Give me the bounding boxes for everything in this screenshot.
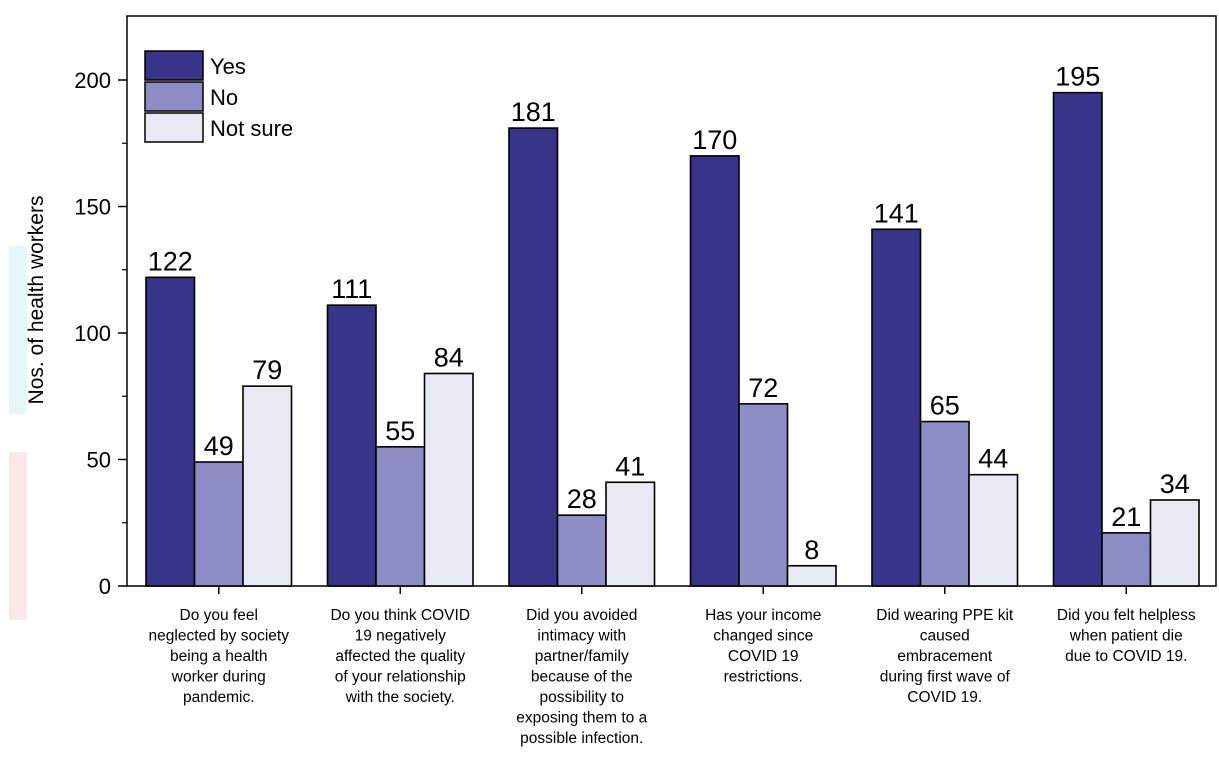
- x-category-label-5: Did wearing PPE kit caused embracement duri…: [876, 607, 1014, 706]
- x-category-line: Did you felt helpless: [1057, 607, 1196, 624]
- y-tick-label-150: 150: [74, 195, 111, 220]
- x-category-line: Do you feel: [180, 607, 258, 624]
- x-category-line: Has your income: [705, 607, 821, 624]
- legend: Yes No Not sure: [144, 50, 293, 143]
- x-category-line: Do you think COVID: [330, 607, 470, 624]
- y-tick-label-0: 0: [99, 574, 111, 599]
- data-label-no-6: 21: [1111, 502, 1141, 532]
- bars-layer: [145, 91, 1200, 587]
- bar-not-sure-1: [242, 385, 293, 587]
- x-category-label-2: Do you think COVID 19 negatively affected …: [330, 607, 470, 706]
- x-category-line: neglected by society: [149, 628, 290, 645]
- legend-label-yes: Yes: [210, 54, 246, 79]
- bar-no-4: [738, 403, 789, 587]
- data-label-not-sure-3: 41: [615, 451, 645, 481]
- y-tick-label-100: 100: [74, 321, 111, 346]
- bar-yes-3: [508, 127, 559, 587]
- legend-swatch-no: [144, 81, 204, 112]
- bar-not-sure-5: [968, 473, 1019, 587]
- bar-not-sure-2: [423, 372, 474, 587]
- legend-label-no: No: [210, 85, 238, 110]
- y-axis: 0 50 100 150 200: [74, 68, 127, 599]
- x-category-line: worker during: [171, 669, 266, 686]
- plot-frame: [126, 15, 1217, 587]
- x-category-label-1: Do you feel neglected by society being a h…: [149, 607, 290, 706]
- x-category-line: due to COVID 19.: [1065, 648, 1187, 665]
- x-category-line: Did you avoided: [526, 607, 637, 624]
- legend-swatch-yes: [144, 50, 204, 81]
- data-label-not-sure-4: 8: [804, 535, 819, 565]
- bar-not-sure-4: [786, 564, 837, 587]
- x-category-line: embracement: [897, 648, 992, 665]
- x-category-line: exposing them to a: [516, 710, 647, 727]
- x-category-line: COVID 19: [728, 648, 799, 665]
- bar-no-3: [556, 514, 607, 587]
- data-label-not-sure-1: 79: [252, 355, 282, 385]
- x-category-label-4: Has your income changed since COVID 19 rest…: [705, 607, 821, 686]
- x-category-line: with the society.: [345, 689, 455, 706]
- x-category-line: COVID 19.: [907, 689, 982, 706]
- y-tick-label-50: 50: [87, 448, 111, 473]
- data-label-not-sure-2: 84: [434, 342, 464, 372]
- x-category-line: pandemic.: [183, 689, 255, 706]
- data-label-not-sure-5: 44: [978, 444, 1008, 474]
- data-label-yes-6: 195: [1055, 62, 1100, 92]
- y-axis-title: Nos. of health workers: [25, 196, 48, 405]
- data-label-no-2: 55: [385, 416, 415, 446]
- data-label-no-4: 72: [748, 373, 778, 403]
- x-category-line: changed since: [713, 628, 813, 645]
- legend-swatch-not-sure: [144, 112, 204, 143]
- x-category-line: affected the quality: [335, 648, 465, 665]
- x-category-line: 19 negatively: [355, 628, 447, 645]
- data-label-not-sure-6: 34: [1160, 469, 1190, 499]
- x-category-label-3: Did you avoided intimacy with partner/fami…: [516, 607, 647, 747]
- bar-no-5: [919, 420, 970, 587]
- x-category-label-6: Did you felt helpless when patient die due…: [1057, 607, 1196, 665]
- bar-yes-1: [145, 276, 196, 587]
- data-label-no-5: 65: [930, 391, 960, 421]
- x-category-line: being a health: [170, 648, 267, 665]
- bar-yes-2: [326, 304, 377, 587]
- x-category-line: Did wearing PPE kit: [876, 607, 1014, 624]
- y-tick-label-200: 200: [74, 68, 111, 93]
- left-edge-cyan-tint: [9, 246, 27, 414]
- x-category-line: during first wave of: [880, 669, 1011, 686]
- bar-yes-6: [1052, 91, 1103, 587]
- x-category-line: intimacy with: [537, 628, 626, 645]
- left-edge-pink-tint: [9, 452, 27, 620]
- data-labels-layer: 122 111 181 170 141 195 49 55 28 72 65 21 79 84 41 8 44 3…: [148, 62, 1190, 565]
- x-category-line: possibility to: [540, 689, 624, 706]
- data-label-no-1: 49: [204, 431, 234, 461]
- x-category-line: because of the: [531, 669, 633, 686]
- x-category-line: possible infection.: [520, 730, 643, 747]
- data-label-yes-4: 170: [692, 125, 737, 155]
- bar-not-sure-3: [605, 481, 656, 587]
- data-label-yes-3: 181: [511, 97, 556, 127]
- bar-no-1: [193, 461, 244, 587]
- legend-label-not-sure: Not sure: [210, 116, 293, 141]
- x-axis: Do you feel neglected by society being a h…: [149, 586, 1196, 747]
- x-category-line: restrictions.: [724, 669, 803, 686]
- bar-not-sure-6: [1149, 499, 1200, 587]
- bar-no-2: [375, 446, 426, 587]
- decorative-tints: [9, 246, 27, 620]
- data-label-no-3: 28: [567, 484, 597, 514]
- data-label-yes-2: 111: [331, 274, 372, 304]
- data-label-yes-1: 122: [148, 246, 193, 276]
- x-category-line: when patient die: [1069, 628, 1183, 645]
- bar-yes-4: [689, 155, 740, 587]
- bar-yes-5: [871, 228, 922, 587]
- data-label-yes-5: 141: [874, 198, 919, 228]
- x-category-line: partner/family: [535, 648, 629, 665]
- x-category-line: caused: [920, 628, 970, 645]
- x-category-line: of your relationship: [335, 669, 466, 686]
- plot-frame-layer: [126, 15, 1217, 587]
- bar-no-6: [1101, 532, 1152, 587]
